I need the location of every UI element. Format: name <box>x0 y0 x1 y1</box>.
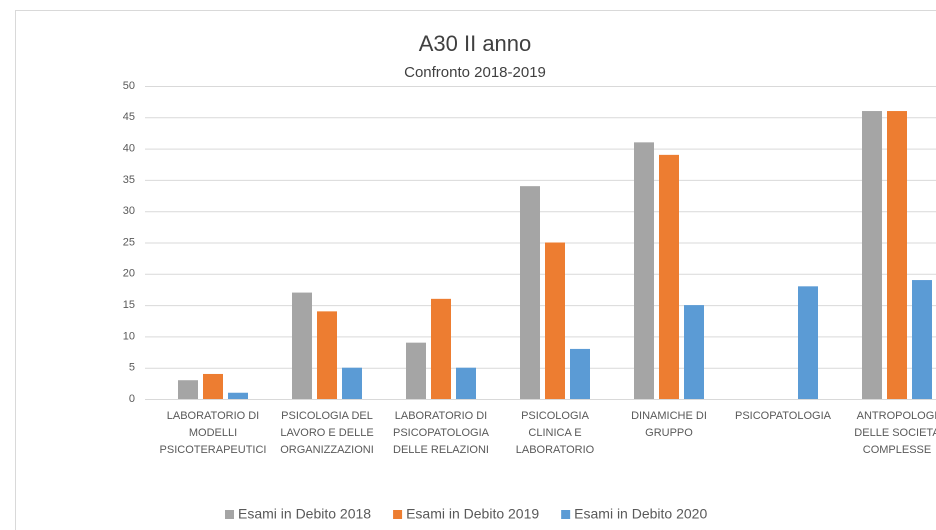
bar <box>659 154 679 399</box>
x-tick-label: PSICOLOGIA <box>521 410 590 422</box>
bar <box>684 305 704 399</box>
x-tick-label: LAVORO E DELLE <box>280 427 373 439</box>
x-tick-label: CLINICA E <box>528 427 581 439</box>
y-tick-label: 35 <box>123 174 135 186</box>
bar <box>520 186 540 399</box>
bar <box>292 292 312 399</box>
y-tick-label: 30 <box>123 205 135 217</box>
bar <box>862 111 882 399</box>
y-tick-label: 15 <box>123 299 135 311</box>
x-tick-label: GRUPPO <box>645 427 693 439</box>
chart-frame <box>15 10 936 530</box>
bar <box>406 342 426 399</box>
y-tick-label: 40 <box>123 143 135 155</box>
x-tick-label: PSICOLOGIA DEL <box>281 410 373 422</box>
x-tick-label: PSICOTERAPEUTICI <box>160 444 267 456</box>
y-tick-label: 45 <box>123 111 135 123</box>
bar <box>887 111 907 399</box>
bar <box>317 311 337 399</box>
legend-swatch <box>225 510 234 519</box>
y-tick-label: 50 <box>123 80 135 92</box>
bar <box>342 367 362 399</box>
chart-subtitle: Confronto 2018-2019 <box>404 64 546 81</box>
x-tick-label: ANTROPOLOGI <box>857 410 936 422</box>
bar <box>570 348 590 399</box>
y-tick-label: 10 <box>123 330 135 342</box>
y-tick-label: 25 <box>123 236 135 248</box>
x-tick-label: PSICOPATOLOGIA <box>393 427 490 439</box>
legend-label: Esami in Debito 2018 <box>238 506 371 522</box>
bar <box>431 298 451 399</box>
bar <box>203 373 223 399</box>
bar <box>228 392 248 399</box>
x-tick-label: DELLE RELAZIONI <box>393 444 489 456</box>
chart-title: A30 II anno <box>419 31 532 56</box>
bar <box>456 367 476 399</box>
bar <box>798 286 818 399</box>
legend-swatch <box>393 510 403 519</box>
bar <box>178 380 198 399</box>
bar <box>912 280 932 399</box>
x-tick-label: LABORATORIO <box>516 444 595 456</box>
y-tick-label: 20 <box>123 268 135 280</box>
x-tick-label: ORGANIZZAZIONI <box>280 444 374 456</box>
x-tick-label: PSICOPATOLOGIA <box>735 410 832 422</box>
x-tick-label: LABORATORIO DI <box>395 410 488 422</box>
x-tick-label: DELLE SOCIETA <box>854 427 936 439</box>
legend-swatch <box>561 510 571 519</box>
x-tick-label: COMPLESSE <box>863 444 931 456</box>
y-tick-label: 5 <box>129 362 135 374</box>
x-tick-label: LABORATORIO DI <box>167 410 260 422</box>
bar <box>545 242 565 399</box>
x-tick-label: MODELLI <box>189 427 237 439</box>
x-tick-label: DINAMICHE DI <box>631 410 707 422</box>
legend-label: Esami in Debito 2020 <box>574 506 707 522</box>
bar <box>634 142 654 399</box>
legend-label: Esami in Debito 2019 <box>406 506 539 522</box>
y-tick-label: 0 <box>129 393 135 405</box>
